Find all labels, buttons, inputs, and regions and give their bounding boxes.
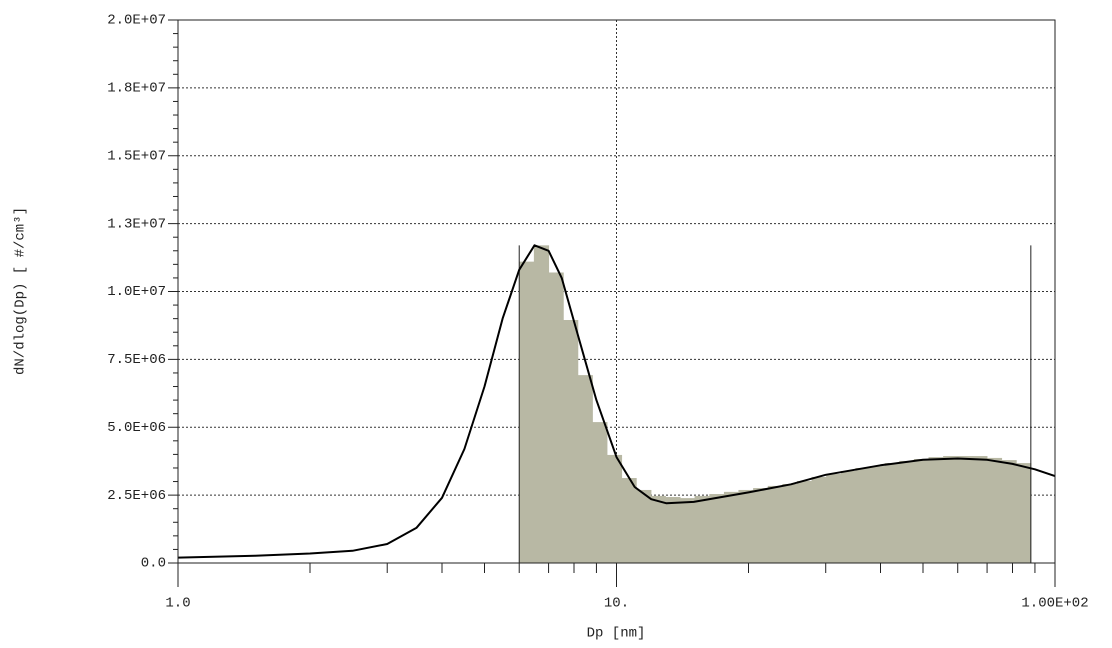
- bar: [928, 457, 944, 563]
- bar: [957, 456, 973, 563]
- bar: [533, 245, 550, 563]
- bar: [680, 498, 696, 563]
- y-tick-label: 2.0E+07: [107, 13, 166, 29]
- bar: [826, 473, 842, 563]
- y-tick-label: 5.0E+06: [107, 420, 166, 436]
- bar: [811, 476, 827, 563]
- bar: [738, 489, 754, 563]
- bar: [563, 320, 579, 563]
- bar: [986, 457, 1003, 563]
- bar: [1001, 460, 1017, 563]
- bar: [665, 497, 681, 563]
- x-axis-label: Dp [nm]: [587, 626, 646, 642]
- bar: [577, 375, 593, 563]
- bar: [621, 478, 637, 563]
- bar: [650, 495, 666, 563]
- bar: [884, 463, 900, 563]
- bar: [972, 456, 988, 563]
- y-axis-label: dN/dlog(Dp) [ #/cm³]: [13, 207, 29, 375]
- bar: [753, 488, 769, 563]
- bar: [796, 481, 813, 563]
- x-tick-label: 1.00E+02: [1021, 596, 1088, 612]
- bar: [870, 466, 886, 563]
- bar: [1016, 463, 1032, 563]
- bar: [636, 489, 652, 563]
- y-tick-label: 1.0E+07: [107, 284, 166, 300]
- bar: [694, 495, 710, 563]
- bar: [606, 454, 623, 563]
- y-tick-label: 1.8E+07: [107, 81, 166, 97]
- y-tick-label: 1.3E+07: [107, 216, 166, 232]
- y-tick-label: 2.5E+06: [107, 488, 166, 504]
- bar: [943, 456, 959, 563]
- bar: [548, 272, 564, 563]
- bar: [840, 470, 856, 563]
- bar: [709, 494, 725, 563]
- bar: [782, 483, 798, 563]
- x-tick-label: 10.: [604, 596, 629, 612]
- bar: [592, 422, 608, 563]
- y-tick-label: 1.5E+07: [107, 148, 166, 164]
- y-tick-label: 7.5E+06: [107, 352, 166, 368]
- bar: [767, 485, 783, 563]
- y-tick-label: 0.0: [141, 556, 166, 572]
- bar: [723, 491, 739, 563]
- fit-curve: [177, 244, 1056, 559]
- x-tick-label: 1.0: [165, 596, 190, 612]
- bar: [519, 261, 535, 563]
- bar: [913, 459, 930, 563]
- bar: [899, 460, 915, 563]
- bar: [855, 467, 871, 563]
